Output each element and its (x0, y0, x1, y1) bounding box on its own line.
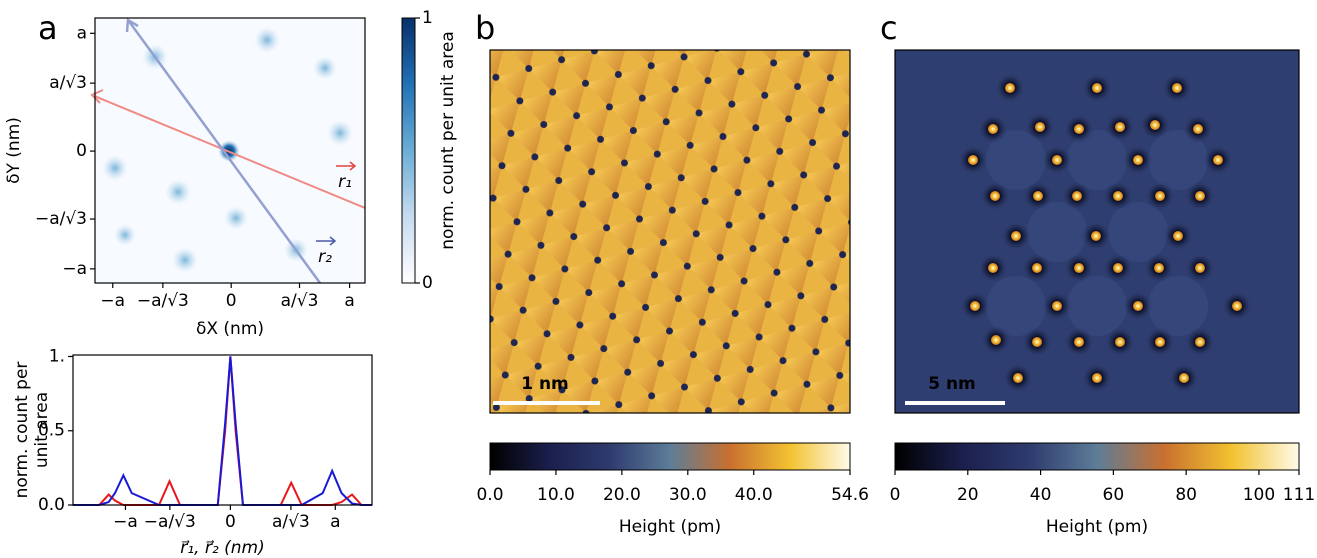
colorbar (402, 18, 415, 283)
y-axis-label: δY (nm) (4, 117, 24, 184)
y-axis-label: norm. count per (12, 362, 32, 499)
adatom (1074, 263, 1084, 273)
x-tick-label: −a/√3 (144, 512, 196, 532)
colorbar-tick-label: 20 (957, 485, 979, 505)
page: a −a −a/√3 0 a/√3 a −a −a/√3 0 a/√3 a δX (nm) δY (nm… (0, 0, 1317, 558)
adatom (1133, 155, 1143, 165)
y-tick-label: 0.0 (38, 495, 65, 515)
adatom (968, 155, 978, 165)
y-tick-label: −a/√3 (35, 209, 87, 229)
x-tick-label: a/√3 (272, 512, 310, 532)
adatom (1155, 337, 1165, 347)
adatom (1052, 155, 1062, 165)
adatom (1232, 301, 1242, 311)
x-axis-label: r⃗₁, r⃗₂ (nm) (180, 538, 264, 558)
colorbar-tick-label: 80 (1175, 485, 1197, 505)
panel-label: b (475, 9, 495, 47)
arrow-label: r₂ (318, 247, 332, 267)
adatom (1092, 83, 1102, 93)
density-map (92, 18, 365, 283)
x-tick-label: −a (113, 512, 138, 532)
adatom (1113, 191, 1123, 201)
y-tick-label: −a (62, 259, 87, 279)
panel-label: c (880, 9, 898, 47)
adatom (1195, 337, 1205, 347)
adatom (1193, 124, 1203, 134)
adatom (1032, 337, 1042, 347)
adatom (1091, 231, 1101, 241)
colorbar-tick-label: 0.0 (476, 485, 503, 505)
adatom (1005, 83, 1015, 93)
x-tick-label: 0 (226, 291, 237, 311)
colorbar-tick-label: 20.0 (603, 485, 641, 505)
adatom (1173, 231, 1183, 241)
panel-label: a (38, 9, 58, 47)
adatom (1052, 301, 1062, 311)
adatom (990, 191, 1000, 201)
x-tick-label: a (344, 291, 354, 311)
y-tick-label: a/√3 (49, 73, 87, 93)
adatom (1013, 373, 1023, 383)
colorbar-label: Height (pm) (619, 517, 721, 537)
adatom (1035, 122, 1045, 132)
scale-bar-label: 5 nm (928, 374, 976, 394)
adatom (1032, 263, 1042, 273)
adatom (1172, 83, 1182, 93)
adatom (1213, 155, 1223, 165)
adatom (1072, 191, 1082, 201)
stm-image (490, 50, 850, 413)
x-axis-label: δX (nm) (196, 319, 264, 339)
adatom (1133, 301, 1143, 311)
adatom (970, 301, 980, 311)
colorbar (490, 443, 850, 470)
adatom (1113, 263, 1123, 273)
adatom (1195, 263, 1205, 273)
adatom (1115, 122, 1125, 132)
x-tick-label: −a (100, 291, 125, 311)
colorbar-tick-label: 40.0 (735, 485, 773, 505)
colorbar-label: Height (pm) (1046, 517, 1148, 537)
colorbar-tick-label: 0 (890, 485, 901, 505)
adatom (988, 263, 998, 273)
colorbar-tick-label: 1 (422, 8, 433, 28)
colorbar (895, 443, 1299, 470)
colorbar-tick-label: 100 (1243, 485, 1275, 505)
colorbar-tick-label: 60 (1103, 485, 1125, 505)
adatom (988, 124, 998, 134)
adatom (991, 335, 1001, 345)
adatom (1092, 373, 1102, 383)
y-axis-label: unit area (32, 392, 52, 468)
adatom (1074, 124, 1084, 134)
colorbar-tick-label: 111 (1283, 485, 1315, 505)
colorbar-tick-label: 40 (1030, 485, 1052, 505)
x-tick-label: a/√3 (281, 291, 319, 311)
adatom (1033, 191, 1043, 201)
series-line (73, 356, 372, 505)
scale-bar-label: 1 nm (521, 374, 569, 394)
colorbar-tick-label: 54.6 (831, 485, 869, 505)
arrow-label: r₁ (338, 172, 352, 192)
adatom (1155, 191, 1165, 201)
y-tick-label: 1. (49, 346, 65, 366)
adatom (1115, 337, 1125, 347)
adatom (1195, 191, 1205, 201)
adatom (1154, 263, 1164, 273)
adatom (1150, 120, 1160, 130)
colorbar-tick-label: 0 (422, 273, 433, 293)
colorbar-tick-label: 30.0 (669, 485, 707, 505)
x-tick-label: −a/√3 (137, 291, 189, 311)
y-tick-label: 0 (76, 141, 87, 161)
colorbar-tick-label: 10.0 (537, 485, 575, 505)
adatom (1011, 231, 1021, 241)
y-tick-label: a (77, 23, 87, 43)
x-tick-label: 0 (225, 512, 236, 532)
stm-image (895, 50, 1299, 413)
x-tick-label: a (330, 512, 340, 532)
figure: a −a −a/√3 0 a/√3 a −a −a/√3 0 a/√3 a δX (nm) δY (nm… (0, 0, 1317, 558)
adatom (1179, 373, 1189, 383)
colorbar-label: norm. count per unit area (438, 31, 458, 250)
adatom (1074, 337, 1084, 347)
